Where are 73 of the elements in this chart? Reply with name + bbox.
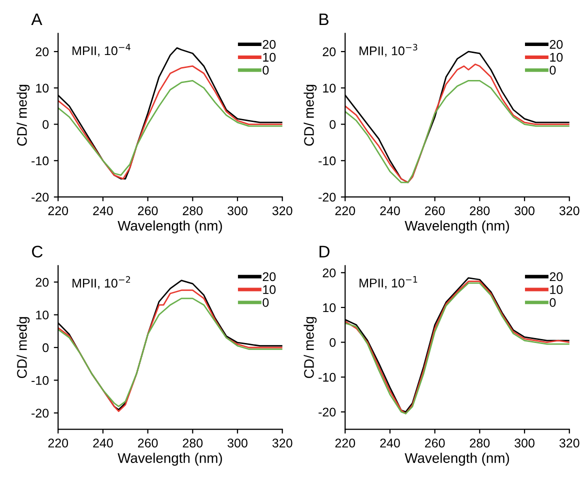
y-tick-label: 20 xyxy=(36,278,49,287)
x-tick-label: 280 xyxy=(182,206,203,216)
x-tick-label: 240 xyxy=(93,438,113,448)
x-tick-label: 240 xyxy=(93,206,113,216)
legend-label: 20 xyxy=(262,272,276,282)
y-tick-label: -10 xyxy=(318,156,336,166)
legend-label: 20 xyxy=(550,40,563,49)
legend-label: 10 xyxy=(550,52,563,62)
y-tick-label: 0 xyxy=(330,120,336,129)
x-axis-title: Wavelength (nm) xyxy=(118,452,222,466)
x-tick-label: 300 xyxy=(514,438,534,448)
x-tick-label: 220 xyxy=(335,206,356,216)
y-tick-label: 20 xyxy=(322,268,336,278)
legend-label: 10 xyxy=(263,285,276,294)
x-tick-label: 300 xyxy=(228,438,248,448)
y-tick-label: 10 xyxy=(323,303,336,312)
x-tick-label: 300 xyxy=(514,206,534,216)
legend-label: 20 xyxy=(550,272,563,282)
x-axis-title: Wavelength (nm) xyxy=(404,220,510,234)
y-tick-label: 0 xyxy=(42,343,49,352)
line-series xyxy=(58,80,282,176)
annotation: MPII, 10$^{−4}$ xyxy=(72,44,130,57)
legend-label: 20 xyxy=(262,40,276,49)
x-tick-label: 260 xyxy=(138,206,158,216)
legend-label: 0 xyxy=(550,66,556,75)
y-tick-label: -20 xyxy=(318,408,336,417)
y-tick-label: -20 xyxy=(318,192,336,202)
y-tick-label: -10 xyxy=(32,376,49,385)
y-tick-label: 20 xyxy=(36,47,49,56)
y-tick-label: -20 xyxy=(32,408,49,418)
y-tick-label: 10 xyxy=(36,310,49,320)
y-axis-title: CD/ medg xyxy=(304,84,317,146)
x-tick-label: 280 xyxy=(470,206,490,216)
y-tick-label: 20 xyxy=(322,47,336,56)
y-tick-label: 10 xyxy=(323,84,336,93)
y-tick-label: 0 xyxy=(42,120,49,129)
legend-label: 0 xyxy=(262,66,269,75)
x-tick-label: 220 xyxy=(335,438,356,448)
x-tick-label: 240 xyxy=(380,206,400,216)
legend-label: 10 xyxy=(550,285,563,294)
legend-label: 10 xyxy=(263,52,276,62)
chart-title: A xyxy=(31,14,42,26)
y-tick-label: -10 xyxy=(318,372,336,382)
x-tick-label: 220 xyxy=(48,206,68,216)
x-tick-label: 280 xyxy=(470,438,490,448)
y-tick-label: 0 xyxy=(330,338,336,347)
y-axis-title: CD/ medg xyxy=(304,317,317,378)
y-axis-title: CD/ medg xyxy=(16,317,30,378)
x-tick-label: 220 xyxy=(48,438,68,448)
chart-title: B xyxy=(320,14,328,26)
x-tick-label: 260 xyxy=(425,438,445,448)
x-tick-label: 260 xyxy=(138,438,158,448)
x-tick-label: 300 xyxy=(228,206,248,216)
x-tick-label: 320 xyxy=(559,206,580,216)
x-tick-label: 240 xyxy=(380,438,400,448)
y-tick-label: -20 xyxy=(32,192,49,202)
annotation: MPII, 10$^{−2}$ xyxy=(72,276,130,290)
x-tick-label: 320 xyxy=(272,206,292,216)
x-tick-label: 320 xyxy=(272,438,292,448)
x-tick-label: 280 xyxy=(182,438,203,448)
legend-label: 0 xyxy=(262,298,269,307)
chart-title: D xyxy=(320,246,330,258)
x-tick-label: 320 xyxy=(559,438,580,448)
x-axis-title: Wavelength (nm) xyxy=(118,220,222,234)
y-tick-label: 10 xyxy=(36,84,49,93)
annotation: MPII, 10$^{−3}$ xyxy=(360,44,418,57)
y-tick-label: -10 xyxy=(32,156,49,166)
annotation: MPII, 10$^{−1}$ xyxy=(360,276,418,289)
x-axis-title: Wavelength (nm) xyxy=(404,452,510,466)
x-tick-label: 260 xyxy=(425,206,445,216)
y-axis-title: CD/ medg xyxy=(16,84,30,146)
chart-title: C xyxy=(32,246,43,258)
legend-label: 0 xyxy=(550,298,556,307)
